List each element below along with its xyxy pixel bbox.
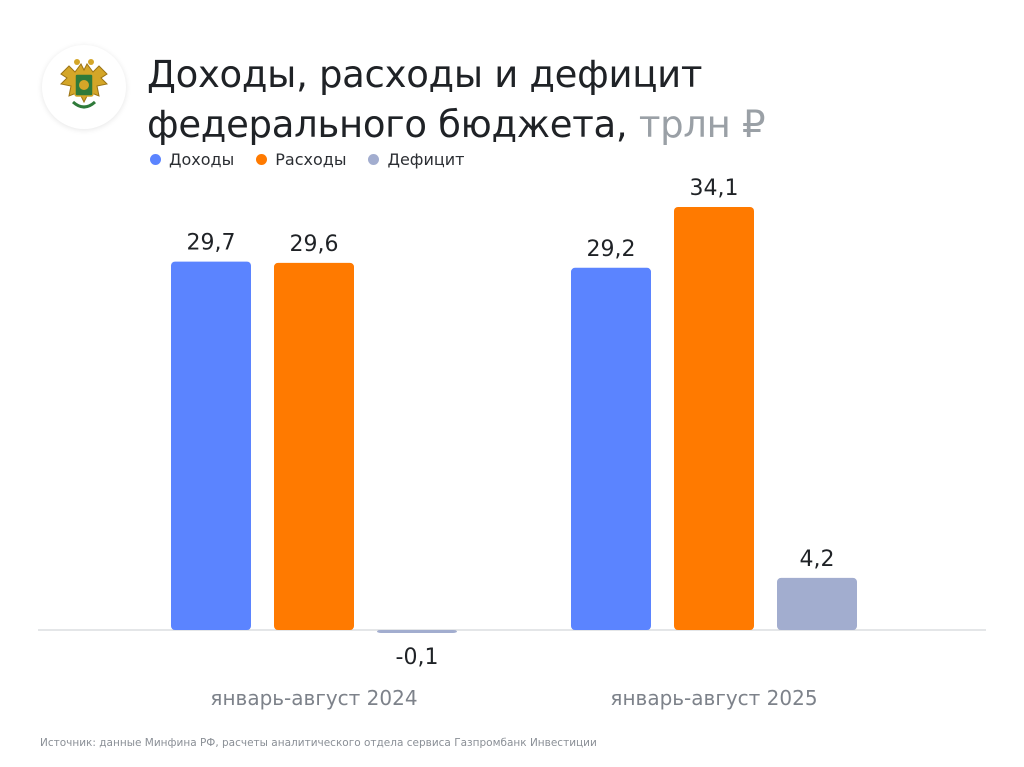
bar-expense-1 xyxy=(674,207,754,630)
legend-label-deficit: Дефицит xyxy=(387,150,465,169)
chart-legend: Доходы Расходы Дефицит xyxy=(150,150,464,169)
legend-label-expense: Расходы xyxy=(275,150,347,169)
bar-deficit-1 xyxy=(777,577,857,630)
title-unit: трлн ₽ xyxy=(638,103,766,146)
data-label-deficit-0: -0,1 xyxy=(396,645,439,670)
source-note: Источник: данные Минфина РФ, расчеты ана… xyxy=(40,737,597,749)
bar-income-1 xyxy=(571,267,651,630)
data-label-deficit-1: 4,2 xyxy=(800,547,835,572)
legend-dot-income-icon xyxy=(150,154,161,165)
emblem-icon xyxy=(59,59,109,109)
title-line-2: федерального бюджета, xyxy=(147,103,628,146)
legend-item-expense: Расходы xyxy=(256,150,346,169)
bar-income-0 xyxy=(171,261,251,630)
data-label-expense-0: 29,6 xyxy=(290,232,339,257)
bar-deficit-0 xyxy=(377,630,457,633)
data-label-expense-1: 34,1 xyxy=(690,176,739,201)
legend-label-income: Доходы xyxy=(169,150,235,169)
legend-dot-deficit-icon xyxy=(368,154,380,165)
title-line-1: Доходы, расходы и дефицит xyxy=(147,53,703,96)
data-label-income-0: 29,7 xyxy=(187,231,236,256)
legend-item-deficit: Дефицит xyxy=(368,150,464,169)
legend-dot-expense-icon xyxy=(256,154,268,165)
ministry-emblem-logo xyxy=(42,45,126,129)
bar-expense-0 xyxy=(274,262,354,630)
chart-title: Доходы, расходы и дефицит федерального б… xyxy=(147,50,766,150)
legend-item-income: Доходы xyxy=(150,150,234,169)
category-label-1: январь-август 2025 xyxy=(610,686,817,710)
data-label-income-1: 29,2 xyxy=(587,237,636,262)
category-label-0: январь-август 2024 xyxy=(210,686,417,710)
